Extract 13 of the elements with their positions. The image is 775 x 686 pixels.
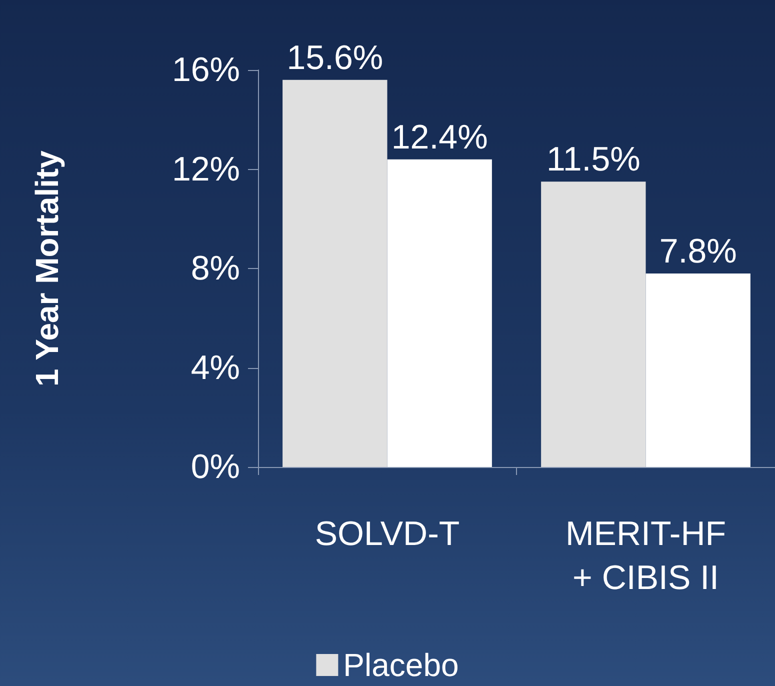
data-label: 7.8% — [659, 232, 737, 270]
legend-label: Placebo — [343, 647, 459, 683]
x-tick-label: MERIT-HF + CIBIS II — [565, 515, 726, 597]
data-label: 11.5% — [546, 140, 640, 179]
y-tick-label: 16% — [172, 51, 240, 89]
y-tick-label: 4% — [190, 348, 240, 387]
y-tick-label: 12% — [172, 150, 240, 188]
x-tick-label: SOLVD-T — [314, 515, 460, 553]
y-tick-label: 0% — [190, 448, 240, 486]
y-axis-title: 1 Year Mortality — [29, 150, 65, 386]
data-label: 15.6% — [286, 38, 384, 77]
data-label: 12.4% — [391, 118, 488, 156]
y-tick-label: 8% — [190, 250, 240, 288]
